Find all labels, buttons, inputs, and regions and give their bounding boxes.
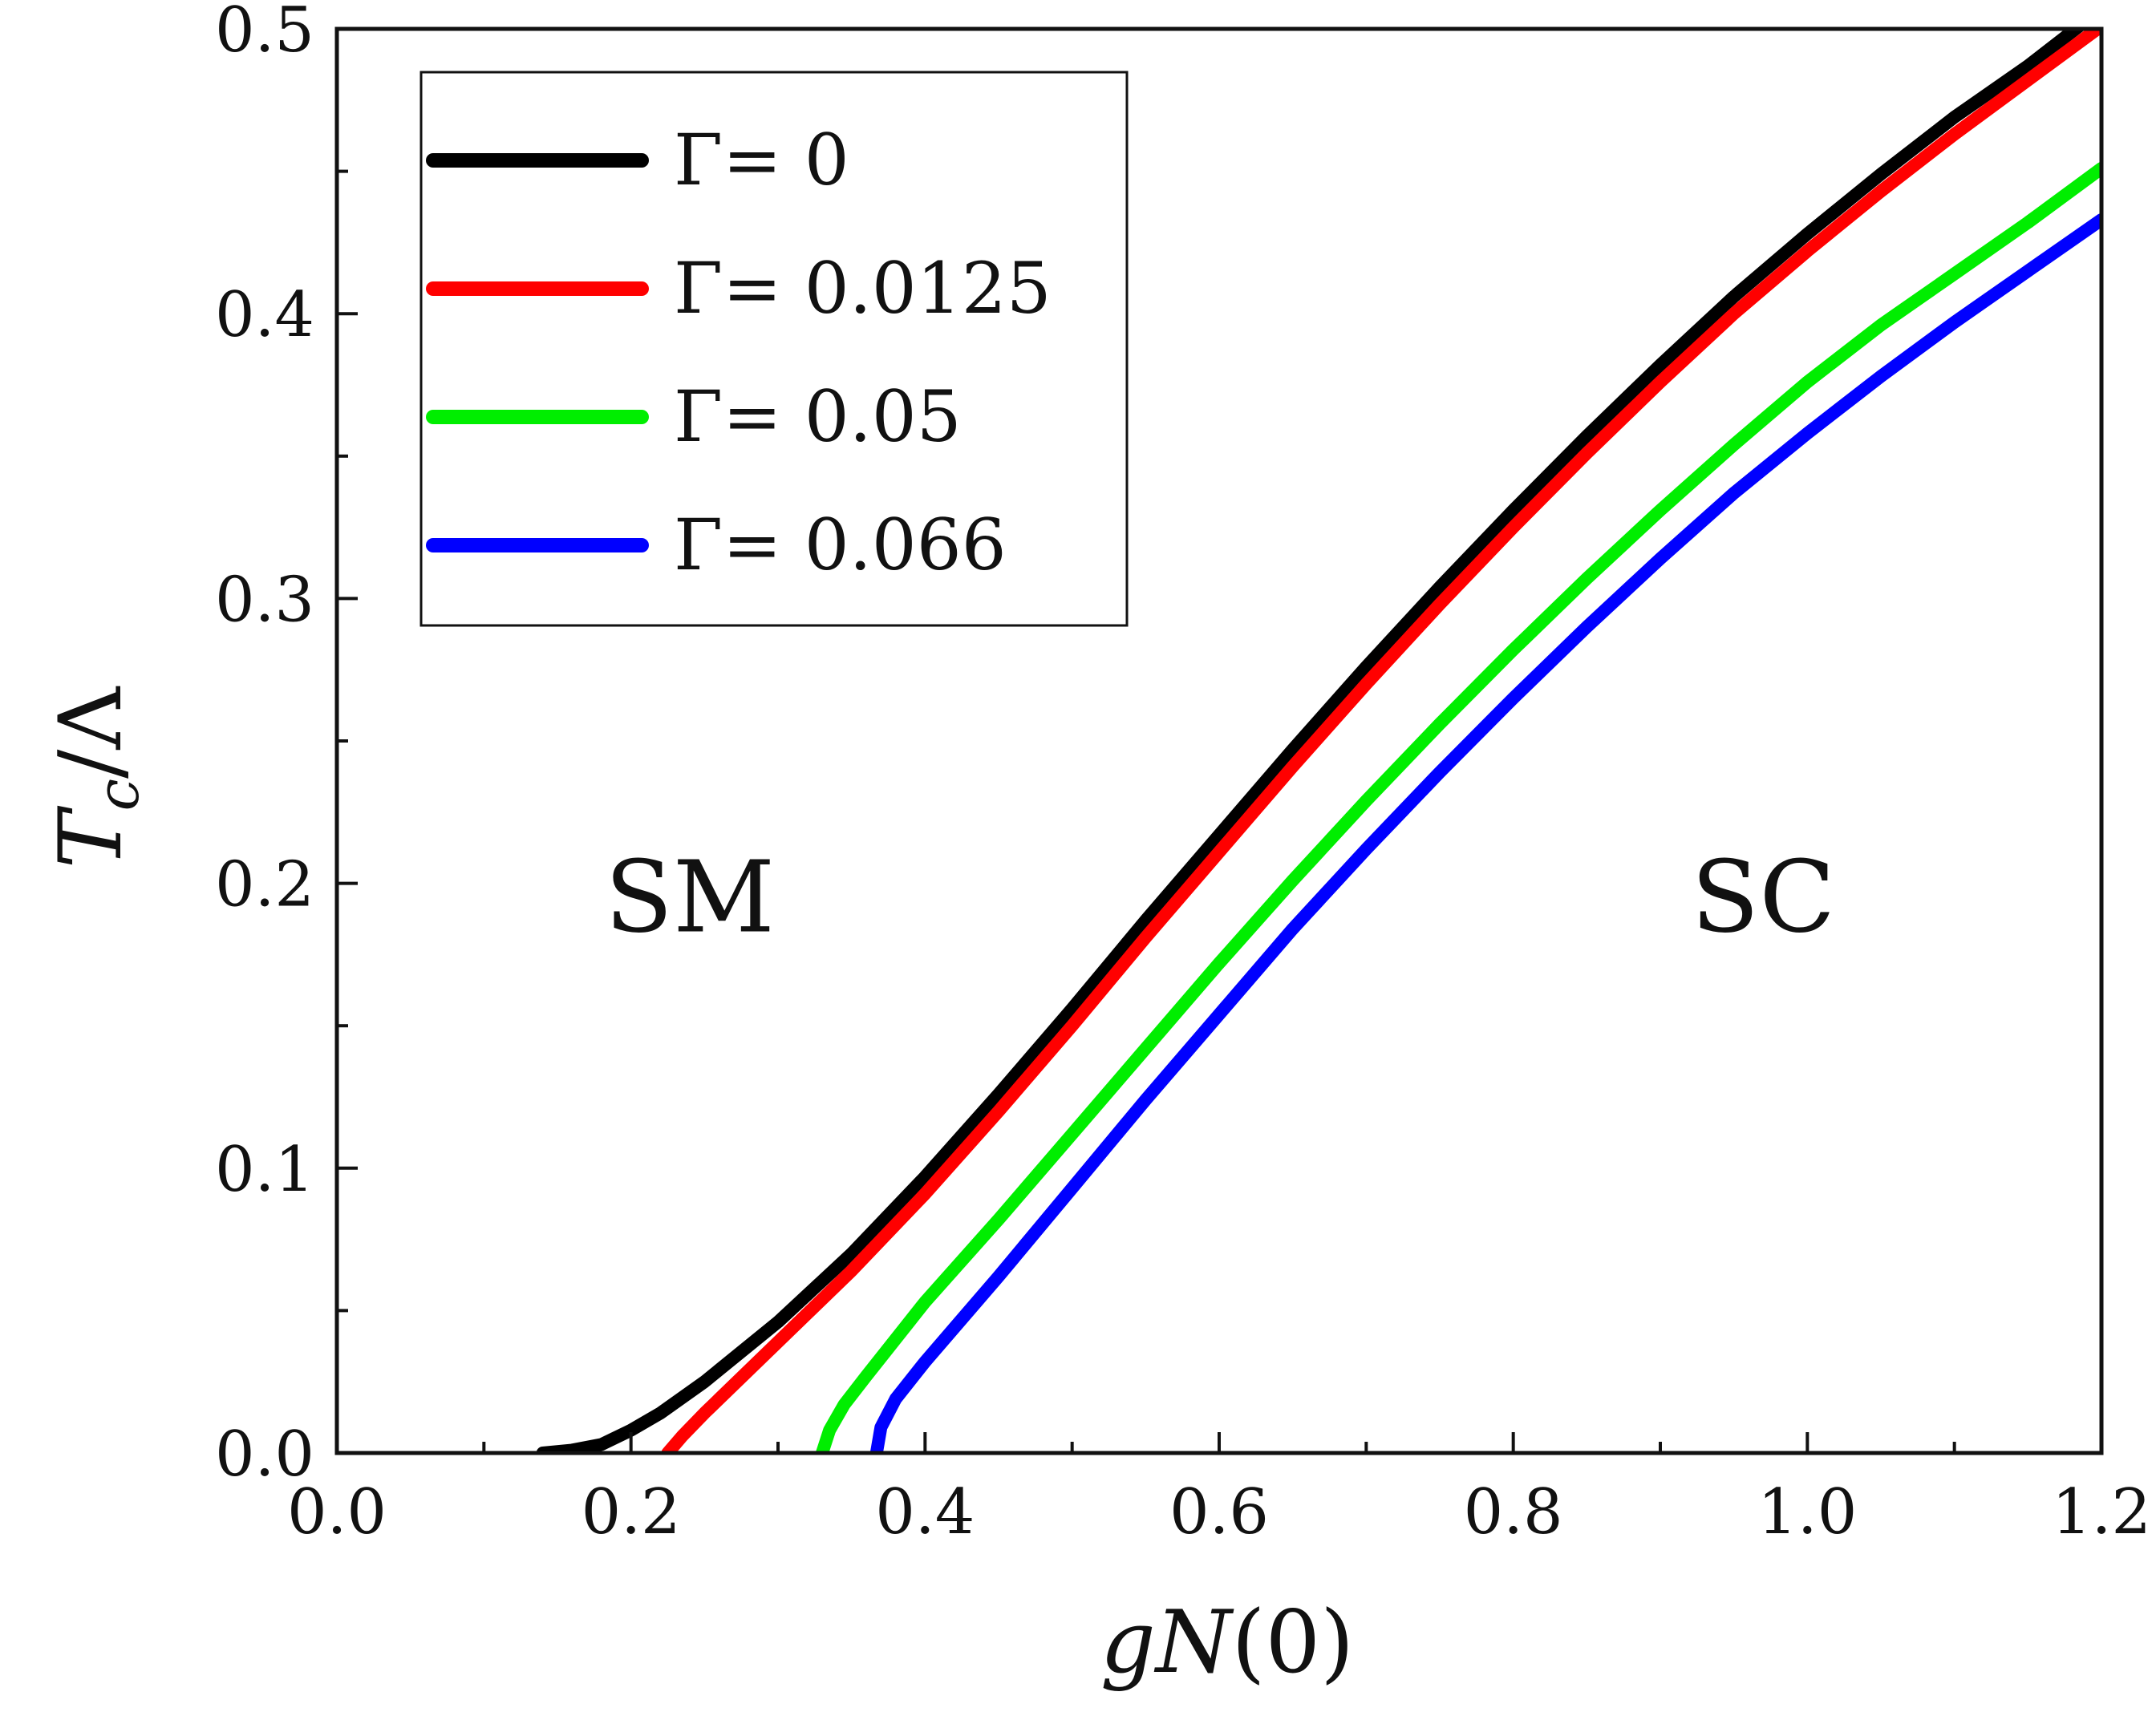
y-axis-label-subscript: c [84, 779, 152, 811]
series-line-0 [536, 29, 2086, 1453]
series-layer [536, 29, 2101, 1453]
x-axis-label-rest: (0) [1231, 1593, 1354, 1693]
region-label-sm: SM [605, 840, 775, 955]
y-tick-label: 0.4 [215, 279, 314, 351]
y-axis-label-rest: /Λ [41, 686, 141, 779]
region-annotations: SM SC [605, 840, 1835, 955]
legend-label-1: Γ= 0.0125 [674, 247, 1052, 330]
series-line-3 [869, 213, 2101, 1453]
x-tick-label: 0.8 [1464, 1476, 1563, 1548]
x-axis-label-var1: g [1100, 1593, 1156, 1693]
x-tick-label: 0.2 [582, 1476, 681, 1548]
y-tick-label: 0.2 [215, 849, 314, 921]
legend-label-0: Γ= 0 [674, 119, 849, 201]
x-tick-label: 1.2 [2052, 1476, 2151, 1548]
axis-tick-labels: 0.0 0.2 0.4 0.6 0.8 1.0 1.2 0.0 0.1 0.2 0.3 0.4 0.5 [215, 0, 2151, 1548]
axis-ticks [335, 27, 2103, 1455]
series-line-2 [816, 162, 2101, 1453]
y-tick-label: 0.5 [215, 0, 314, 67]
legend-label-3: Γ= 0.066 [674, 504, 1007, 586]
y-tick-label: 0.1 [215, 1134, 314, 1206]
y-tick-label: 0.3 [215, 564, 314, 636]
x-tick-label: 0.0 [287, 1476, 387, 1548]
x-tick-label: 0.6 [1169, 1476, 1269, 1548]
x-tick-label: 0.4 [875, 1476, 975, 1548]
legend: Γ= 0 Γ= 0.0125 Γ= 0.05 Γ= 0.066 [419, 71, 1129, 627]
legend-label-2: Γ= 0.05 [674, 375, 962, 458]
x-axis-label-var2: N [1153, 1593, 1234, 1693]
series-line-1 [661, 29, 2101, 1453]
y-tick-label: 0.0 [215, 1419, 314, 1491]
x-tick-label: 1.0 [1757, 1476, 1857, 1548]
y-axis-label: Tc/Λ [41, 686, 152, 869]
y-axis-label-var: T [41, 805, 141, 868]
region-label-sc: SC [1691, 840, 1835, 955]
x-axis-label: gN(0) [1100, 1593, 1355, 1693]
